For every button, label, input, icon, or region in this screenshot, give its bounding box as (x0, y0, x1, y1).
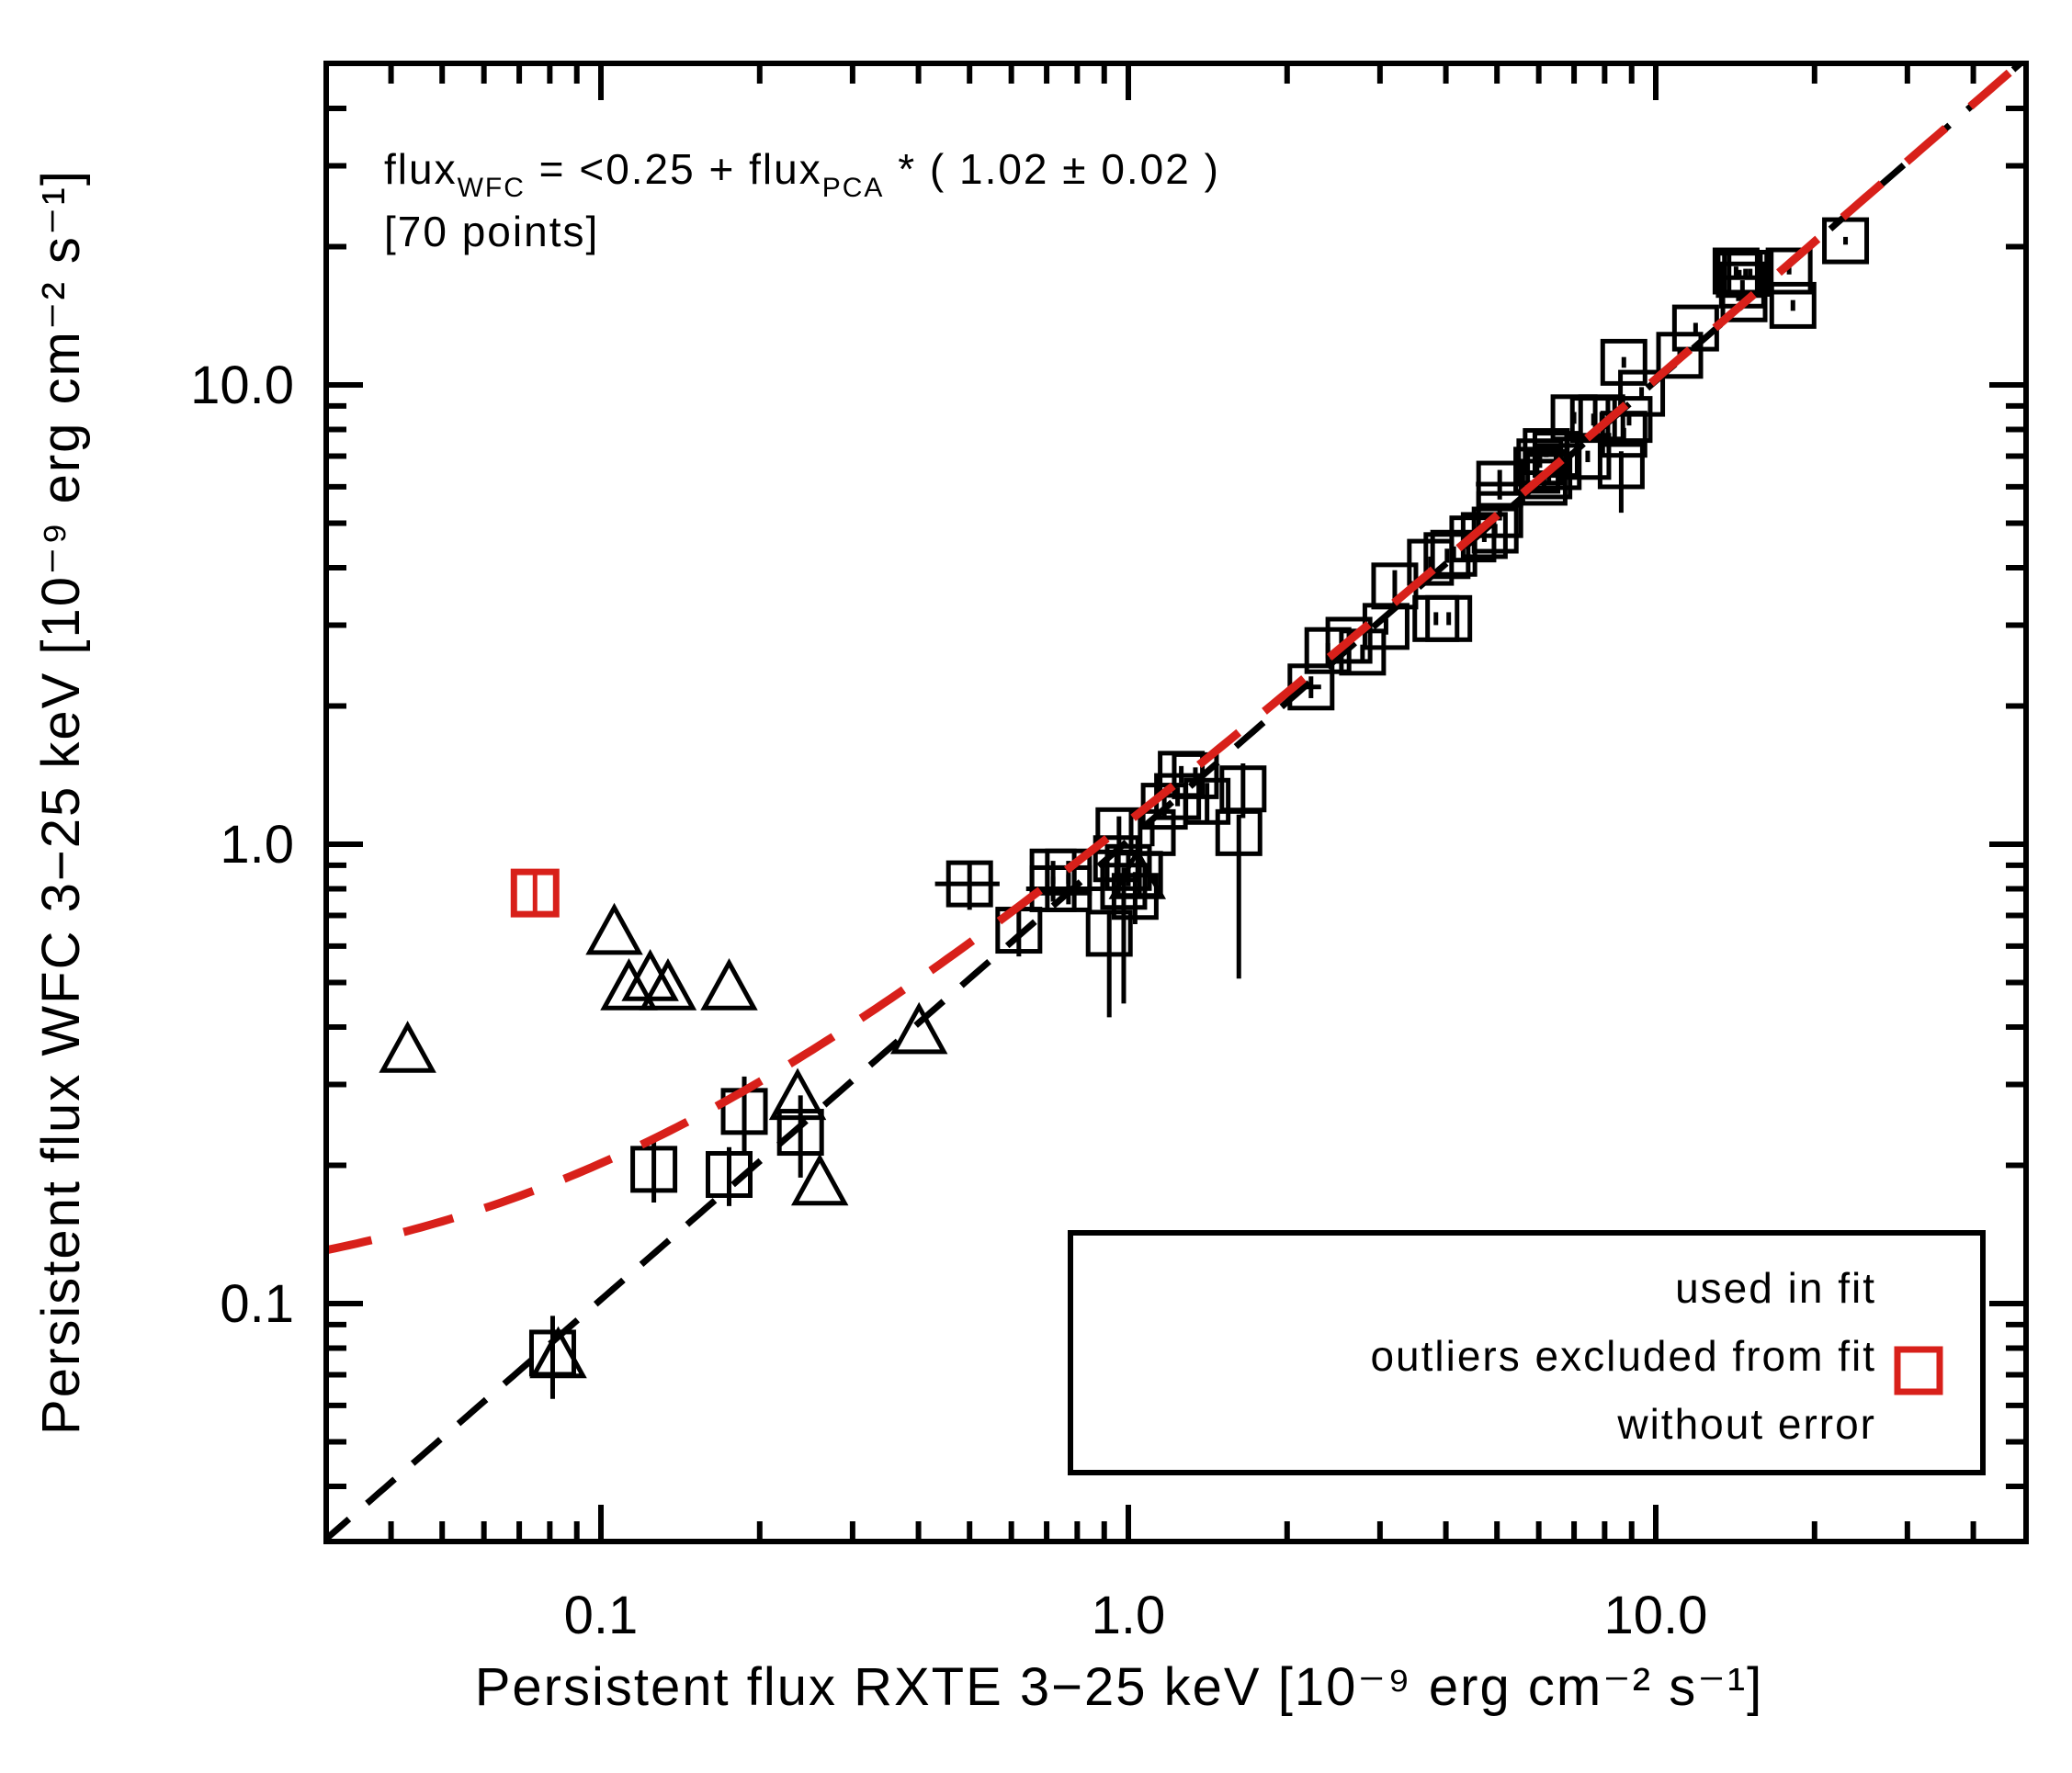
axis-ticks (326, 63, 2026, 1541)
data-point-triangle (639, 958, 697, 1011)
series-open-square (528, 217, 1870, 1399)
data-point-square (1769, 281, 1817, 329)
data-point-square (1618, 369, 1666, 417)
y-tick-label: 10.0 (190, 356, 294, 415)
legend-box (1068, 1230, 1986, 1475)
data-point-triangle (600, 958, 658, 1011)
x-tick-label: 1.0 (1092, 1586, 1166, 1645)
data-point-square (1183, 777, 1231, 825)
points-count-text: [70 points] (384, 208, 599, 255)
y-axis-title: Persistent flux WFC 3−25 keV [10⁻⁹ erg c… (31, 169, 91, 1435)
data-point-square (1425, 594, 1473, 642)
data-point-square (1172, 751, 1219, 799)
data-point-square (706, 1150, 753, 1198)
data-point-square (776, 1109, 824, 1157)
legend-outlier-square-symbol (1894, 1346, 1943, 1395)
data-point-triangle (889, 1001, 948, 1055)
tick-labels: 0.1 1.0 10.0 0.1 1.0 10.0 (190, 356, 1707, 1645)
legend-label-0: used in fit (1675, 1264, 1876, 1312)
data-point-square (1765, 247, 1813, 295)
data-point-square (1085, 909, 1133, 957)
data-point-square (1325, 616, 1373, 664)
data-point-square (630, 1146, 678, 1193)
fit-equation-part: WFC (458, 173, 526, 203)
x-tick-label: 0.1 (564, 1586, 639, 1645)
data-point-triangle (585, 902, 643, 955)
data-point-outlier-square (510, 868, 560, 918)
y-tick-label: 1.0 (220, 815, 294, 875)
legend-label-1: outliers excluded from fit (1370, 1332, 1876, 1380)
series-open-triangle (379, 847, 1167, 1379)
data-point-square (1532, 431, 1579, 479)
legend: used in fit outliers excluded from fit wit… (1068, 1230, 1986, 1475)
x-axis-title: Persistent flux RXTE 3−25 keV [10⁻⁹ erg … (475, 1657, 1764, 1717)
x-tick-label: 10.0 (1604, 1586, 1708, 1645)
red-dashed-fit-line (326, 63, 2026, 1255)
data-point-triangle (768, 1067, 827, 1121)
fit-equation-part: = <0.25 + flux (526, 145, 822, 193)
y-tick-label: 0.1 (220, 1274, 294, 1334)
fit-equation-text: fluxWFC = <0.25 + fluxPCA * ( 1.02 ± 0.0… (384, 145, 1220, 203)
plot-box (323, 61, 2029, 1544)
data-point-square (1656, 332, 1704, 379)
data-points-layer (379, 217, 1870, 1399)
data-point-square (1100, 863, 1148, 910)
data-point-square (945, 860, 993, 908)
data-point-square (1215, 808, 1262, 856)
data-point-triangle (790, 1153, 849, 1206)
data-point-square (1600, 338, 1647, 386)
data-point-square (1104, 843, 1152, 891)
data-point-triangle (700, 958, 758, 1011)
data-point-triangle (379, 1021, 436, 1073)
series-open-square-outlier (510, 868, 560, 918)
fit-equation-part: * ( 1.02 ± 0.02 ) (884, 145, 1220, 193)
data-point-triangle (529, 1326, 587, 1379)
data-point-square (1597, 442, 1645, 490)
data-point-triangle (1108, 847, 1167, 899)
data-point-square (1128, 808, 1176, 856)
fit-equation-part: PCA (822, 173, 885, 203)
fit-lines-layer (326, 63, 2026, 1541)
fit-equation-part: flux (384, 145, 458, 193)
legend-label-2: without error (1616, 1400, 1876, 1448)
data-point-square (1720, 275, 1768, 322)
